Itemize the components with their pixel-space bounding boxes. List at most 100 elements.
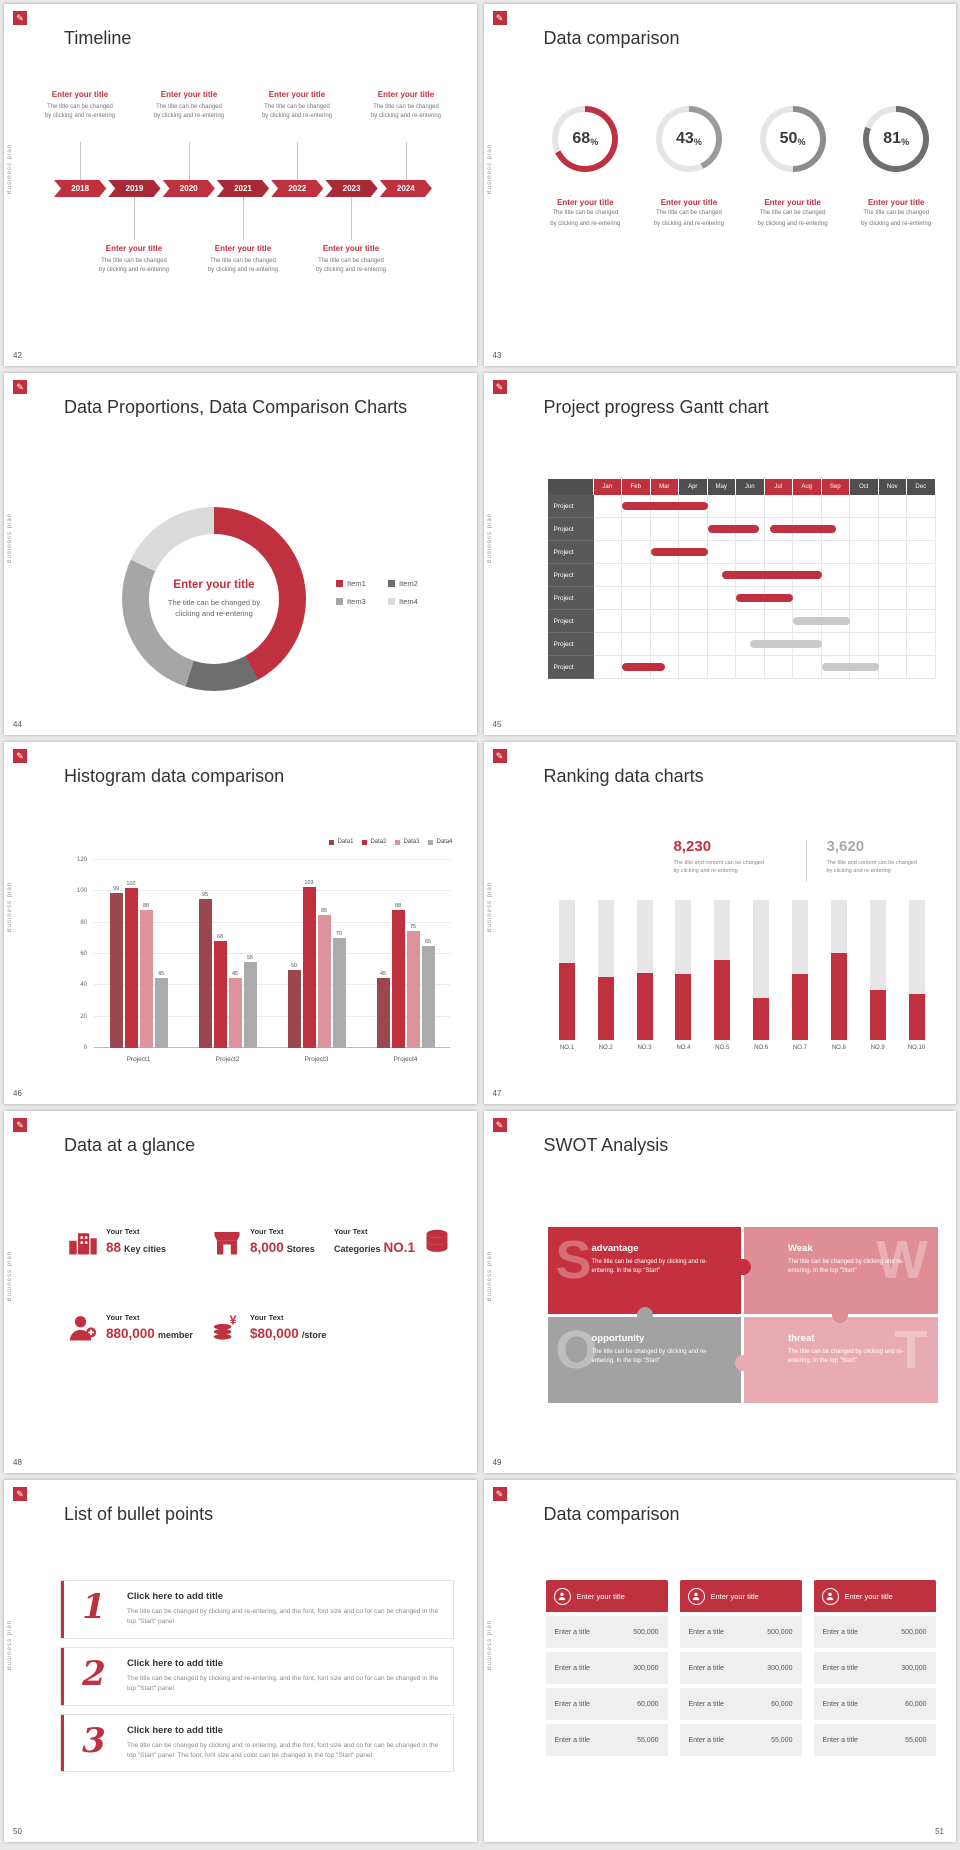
donut-value: 50 xyxy=(779,130,798,147)
table-header: Enter your title xyxy=(679,1580,802,1612)
entry-desc: The title can be changed xyxy=(264,104,330,110)
gantt-grid-cell xyxy=(594,656,622,678)
gantt-grid-cell xyxy=(651,610,679,632)
bar-fill xyxy=(287,969,301,1048)
slide-thumbnail-47[interactable]: ✎ Business plan Ranking data charts 8,23… xyxy=(483,742,956,1104)
gantt-grid-cell xyxy=(736,610,765,632)
stat-value: NO.1 xyxy=(383,1240,416,1255)
brand-logo-icon: ✎ xyxy=(13,1118,27,1132)
slide-thumbnail-44[interactable]: ✎ Business plan Data Proportions, Data C… xyxy=(4,373,477,735)
stat-unit: member xyxy=(157,1330,193,1340)
gantt-grid-cell xyxy=(907,495,936,517)
ranking-bar-fill xyxy=(636,972,653,1040)
legend-label: Data3 xyxy=(403,839,420,845)
swot-watermark-letter: W xyxy=(876,1230,928,1290)
bullet-item: 2 Click here to add title The title can … xyxy=(60,1646,454,1706)
bullet-title: Click here to add title xyxy=(127,1724,224,1736)
ranking-category-label: NO.6 xyxy=(754,1045,769,1051)
gantt-row-label: Project xyxy=(547,541,594,564)
ranking-column: NO.10 xyxy=(897,900,936,1051)
donut-center: 50% xyxy=(760,106,826,172)
ranking-column: NO.8 xyxy=(819,900,858,1051)
bar-groups: 99 102 88 45 95 68 45 55 50 103 85 70 45 88 75 65 xyxy=(94,860,450,1048)
donut-unit: % xyxy=(797,137,806,147)
gantt-row-track xyxy=(593,564,936,587)
entry-desc: The title can be changed xyxy=(210,258,276,264)
slide-thumbnail-48[interactable]: ✎ Business plan Data at a glance Your Te… xyxy=(4,1111,477,1473)
coins-icon: ¥ xyxy=(213,1313,237,1340)
timeline-entry: Enter your title The title can be change… xyxy=(191,244,295,276)
gantt-grid-cell xyxy=(679,564,708,586)
gantt-grid-cell xyxy=(679,587,708,609)
brand-logo-icon: ✎ xyxy=(13,11,27,25)
row-value: 300,000 xyxy=(633,1664,659,1672)
ranking-bar-fill xyxy=(908,993,925,1040)
stat-label: Your Text xyxy=(250,1227,284,1236)
bar-fill xyxy=(213,941,227,1048)
row-label: Enter a title xyxy=(554,1736,590,1744)
entry-desc: The title can be changed xyxy=(373,104,439,110)
bullet-title: Click here to add title xyxy=(127,1657,224,1669)
donut-chart-wrap: Enter your title The title can be change… xyxy=(122,507,306,691)
slide-thumbnail-45[interactable]: ✎ Business plan Project progress Gantt c… xyxy=(483,373,956,735)
puzzle-knob xyxy=(637,1307,653,1323)
stat-unit: /store xyxy=(301,1330,327,1340)
bullet-title: Click here to add title xyxy=(127,1591,224,1602)
ranking-bar-fill xyxy=(869,989,886,1040)
comparison-tables: Enter your title Enter a title 500,000 En… xyxy=(545,1580,936,1756)
ranking-bar-track xyxy=(597,900,614,1040)
donut-center-title: Enter your title xyxy=(173,578,255,591)
gantt-bar xyxy=(707,525,759,533)
gantt-month-header: May xyxy=(707,479,736,495)
swot-cell-body: The title can be changed by clicking and… xyxy=(591,1259,708,1275)
entry-title: Enter your title xyxy=(105,244,163,253)
bullet-item: 3 Click here to add title The title can … xyxy=(60,1713,454,1773)
gantt-bar xyxy=(736,594,793,602)
entry-desc: The title can be changed xyxy=(318,258,384,264)
donut-center-desc: The title can be changed by xyxy=(167,597,261,607)
legend-label: Data1 xyxy=(337,839,354,845)
gantt-row-label: Project xyxy=(547,495,594,518)
bar-value-label: 68 xyxy=(216,934,224,941)
legend-swatch xyxy=(336,580,343,587)
slide-thumbnail-43[interactable]: ✎ Business plan Data comparison 68% Ente… xyxy=(483,4,956,366)
gantt-grid-cell xyxy=(850,518,879,540)
bullet-number: 2 xyxy=(82,1653,106,1694)
swot-cell-opportunity: O opportunity The title can be changed b… xyxy=(547,1316,741,1403)
timeline-connector xyxy=(297,142,298,180)
ranking-bar-track xyxy=(753,900,770,1040)
slide-thumbnail-51[interactable]: ✎ Business plan Data comparison Enter yo… xyxy=(483,1480,956,1842)
row-value: 300,000 xyxy=(901,1664,927,1672)
donut-block: 81% Enter your title The title can be ch… xyxy=(844,106,948,229)
slide-thumbnail-49[interactable]: ✎ Business plan SWOT Analysis S advantag… xyxy=(483,1111,956,1473)
stat-desc: by clicking and re-entering xyxy=(826,868,891,875)
timeline-connector xyxy=(80,142,81,180)
gantt-row-track xyxy=(593,587,936,610)
slide-thumbnail-50[interactable]: ✎ Business plan List of bullet points 1 … xyxy=(4,1480,477,1842)
gantt-grid-cell xyxy=(850,541,879,563)
donut-center: 81% xyxy=(863,106,929,172)
entry-title: Enter your title xyxy=(322,244,380,253)
chart-legend: Item1 Item2 Item3 Item4 xyxy=(336,579,440,606)
gantt-grid-cell xyxy=(651,633,679,655)
gantt-grid-cell xyxy=(822,495,850,517)
row-label: Enter a title xyxy=(822,1664,858,1672)
slide-number: 49 xyxy=(492,1458,502,1467)
bar: 103 xyxy=(302,860,316,1048)
stat-desc: by clicking and re-entering xyxy=(673,868,738,875)
ranking-bar-fill xyxy=(597,977,614,1040)
entry-title: Enter your title xyxy=(214,244,272,253)
slide-thumbnail-42[interactable]: ✎ Business plan Timeline Enter your titl… xyxy=(4,4,477,366)
donut-center: Enter your title The title can be change… xyxy=(149,534,279,664)
comparison-table: Enter your title Enter a title 500,000 En… xyxy=(813,1580,936,1756)
row-value: 55,000 xyxy=(905,1736,927,1744)
donut-chart: 68% xyxy=(552,106,619,172)
row-label: Enter a title xyxy=(688,1700,724,1708)
gantt-grid-cell xyxy=(879,518,907,540)
row-value: 300,000 xyxy=(767,1664,793,1672)
gantt-corner-cell xyxy=(547,479,594,495)
database-icon xyxy=(426,1229,448,1253)
slide-thumbnail-46[interactable]: ✎ Business plan Histogram data compariso… xyxy=(4,742,477,1104)
swot-cell-body: The title can be changed by clicking and… xyxy=(788,1348,904,1364)
legend-swatch xyxy=(428,839,434,845)
